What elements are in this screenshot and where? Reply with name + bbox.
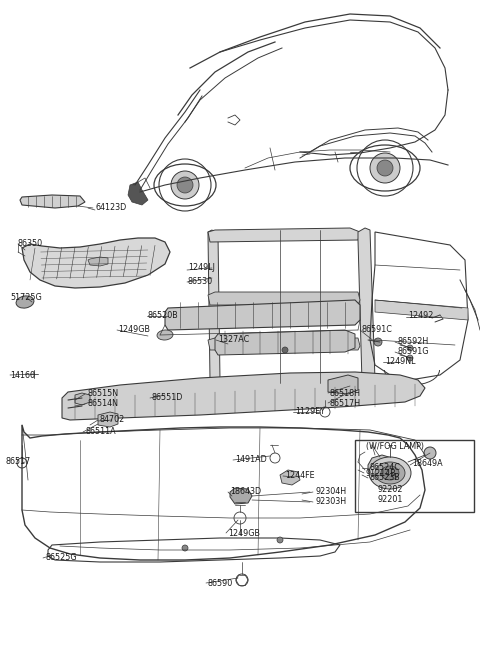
- Text: 51725G: 51725G: [10, 293, 42, 302]
- Polygon shape: [128, 182, 148, 205]
- Polygon shape: [62, 372, 425, 420]
- Text: 84702: 84702: [100, 415, 125, 424]
- Circle shape: [407, 355, 413, 361]
- Text: 1244FE: 1244FE: [285, 470, 314, 479]
- Text: 86515N: 86515N: [87, 388, 118, 397]
- Text: 86591G: 86591G: [397, 346, 429, 355]
- Polygon shape: [230, 488, 252, 504]
- Polygon shape: [20, 195, 85, 208]
- Ellipse shape: [369, 457, 411, 489]
- Circle shape: [374, 338, 382, 346]
- Polygon shape: [375, 300, 468, 320]
- Text: 92201: 92201: [378, 495, 403, 505]
- Circle shape: [277, 537, 283, 543]
- Polygon shape: [75, 393, 90, 405]
- Polygon shape: [280, 470, 300, 485]
- Ellipse shape: [157, 330, 173, 340]
- Polygon shape: [208, 338, 360, 350]
- Text: 18649A: 18649A: [412, 459, 443, 468]
- Text: 86350: 86350: [18, 240, 43, 249]
- Polygon shape: [368, 455, 395, 482]
- Text: 86525G: 86525G: [45, 554, 77, 563]
- Polygon shape: [208, 292, 360, 305]
- Text: 18643D: 18643D: [230, 488, 261, 497]
- Text: 86517: 86517: [5, 457, 30, 466]
- Text: 86530: 86530: [188, 278, 213, 286]
- Circle shape: [282, 347, 288, 353]
- Polygon shape: [358, 228, 375, 385]
- Text: 86520B: 86520B: [148, 311, 179, 320]
- Text: 92202: 92202: [378, 486, 404, 494]
- Ellipse shape: [16, 296, 34, 308]
- Text: 64123D: 64123D: [95, 203, 126, 213]
- Text: 86517H: 86517H: [330, 399, 361, 408]
- Text: 1249LJ: 1249LJ: [188, 264, 215, 273]
- Circle shape: [171, 171, 199, 199]
- Polygon shape: [165, 300, 360, 330]
- Bar: [355, 440, 474, 512]
- Polygon shape: [22, 238, 170, 288]
- Circle shape: [407, 345, 413, 351]
- Polygon shape: [88, 257, 108, 266]
- Ellipse shape: [381, 466, 399, 480]
- Text: 86590: 86590: [208, 579, 233, 587]
- Text: 86524C: 86524C: [370, 463, 401, 472]
- Polygon shape: [208, 228, 360, 242]
- Text: 14160: 14160: [10, 371, 35, 379]
- Circle shape: [377, 160, 393, 176]
- Text: 86551D: 86551D: [152, 393, 183, 402]
- Text: 91214B: 91214B: [366, 468, 397, 477]
- Circle shape: [370, 153, 400, 183]
- Text: 86592H: 86592H: [397, 337, 428, 346]
- Text: 86511A: 86511A: [85, 428, 116, 437]
- Polygon shape: [328, 375, 358, 394]
- Text: 86514N: 86514N: [87, 399, 118, 408]
- Text: 92304H: 92304H: [315, 488, 346, 497]
- Text: 86518H: 86518H: [330, 388, 361, 397]
- Text: 1249NL: 1249NL: [385, 357, 416, 366]
- Circle shape: [182, 545, 188, 551]
- Text: 1129EY: 1129EY: [295, 408, 325, 417]
- Text: (W/FOG LAMP): (W/FOG LAMP): [366, 443, 424, 452]
- Text: 12492: 12492: [408, 311, 433, 320]
- Text: 86591C: 86591C: [362, 326, 393, 335]
- Text: 1327AC: 1327AC: [218, 335, 249, 344]
- Circle shape: [424, 447, 436, 459]
- Polygon shape: [98, 412, 118, 427]
- Text: 1249GB: 1249GB: [228, 528, 260, 537]
- Text: 1249GB: 1249GB: [118, 326, 150, 335]
- Text: 1491AD: 1491AD: [235, 455, 267, 464]
- Polygon shape: [208, 230, 220, 383]
- Polygon shape: [215, 330, 355, 355]
- Text: 92303H: 92303H: [315, 497, 346, 506]
- Ellipse shape: [375, 462, 405, 484]
- Circle shape: [177, 177, 193, 193]
- Text: 86523B: 86523B: [370, 474, 401, 483]
